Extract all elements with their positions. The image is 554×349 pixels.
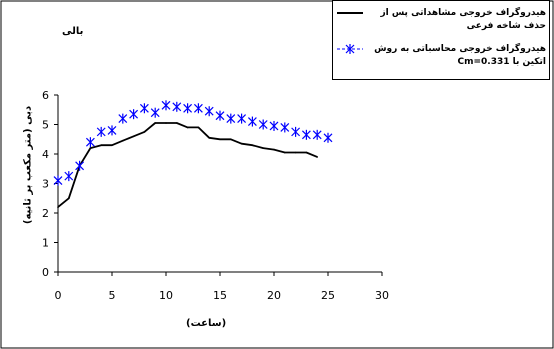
axes: 0 1 2 3 4 5 6 0 5 10 15 20 25 30 bbox=[42, 89, 389, 302]
data-point-observed bbox=[154, 122, 156, 124]
data-point-observed bbox=[316, 156, 319, 158]
data-point-calculated bbox=[237, 113, 247, 124]
series-calculated bbox=[53, 100, 333, 186]
data-point-calculated bbox=[291, 126, 301, 137]
y-tick-label: 2 bbox=[42, 207, 49, 220]
series-observed bbox=[57, 122, 319, 208]
legend: هیدروگراف خروجی مشاهداتی پس از حذف شاخه … bbox=[332, 0, 550, 80]
data-point-calculated bbox=[75, 160, 85, 171]
y-tick-label: 5 bbox=[42, 119, 49, 132]
x-tick-label: 25 bbox=[321, 289, 335, 302]
data-point-calculated bbox=[193, 103, 203, 114]
data-point-observed bbox=[284, 151, 286, 154]
x-tick-label: 0 bbox=[55, 289, 62, 302]
data-point-observed bbox=[305, 151, 308, 154]
data-point-observed bbox=[89, 147, 92, 149]
y-tick-label: 0 bbox=[42, 266, 49, 279]
data-point-observed bbox=[143, 131, 146, 133]
data-point-observed bbox=[176, 122, 178, 124]
data-point-observed bbox=[273, 148, 275, 151]
data-point-calculated bbox=[118, 113, 128, 124]
data-point-calculated bbox=[280, 122, 290, 133]
x-tick-label: 20 bbox=[267, 289, 281, 302]
data-point-observed bbox=[197, 126, 200, 129]
data-point-calculated bbox=[53, 175, 63, 186]
x-tick-label: 15 bbox=[213, 289, 227, 302]
data-point-calculated bbox=[96, 126, 106, 137]
data-point-calculated bbox=[85, 137, 95, 148]
data-point-calculated bbox=[301, 129, 311, 140]
data-point-calculated bbox=[226, 113, 236, 124]
legend-asterisk-symbol bbox=[337, 44, 363, 54]
y-tick-label: 6 bbox=[42, 89, 49, 102]
data-point-calculated bbox=[247, 116, 257, 127]
data-point-observed bbox=[68, 197, 70, 200]
y-tick-label: 4 bbox=[42, 148, 49, 161]
data-point-observed bbox=[111, 144, 113, 146]
data-point-observed bbox=[219, 138, 221, 141]
legend-line-symbol bbox=[337, 12, 363, 14]
data-point-observed bbox=[132, 135, 135, 138]
x-tick-label: 5 bbox=[109, 289, 116, 302]
data-point-calculated bbox=[183, 103, 193, 114]
chart-title: بالی bbox=[62, 26, 84, 37]
data-point-observed bbox=[294, 151, 297, 154]
data-point-observed bbox=[251, 144, 254, 146]
legend-item-calculated: هیدروگراف خروجی محاسباتی به روش اتکین با… bbox=[333, 43, 549, 69]
data-point-calculated bbox=[150, 107, 160, 118]
data-point-calculated bbox=[64, 171, 74, 182]
data-point-calculated bbox=[215, 110, 225, 121]
data-point-observed bbox=[186, 126, 189, 129]
data-point-calculated bbox=[258, 119, 268, 130]
data-point-observed bbox=[230, 138, 232, 141]
data-point-observed bbox=[240, 142, 243, 145]
data-point-observed bbox=[57, 206, 59, 208]
data-point-calculated bbox=[204, 106, 214, 117]
data-point-calculated bbox=[129, 109, 139, 120]
data-point-calculated bbox=[269, 120, 279, 131]
y-axis-label: دبی (متر مکعب بر ثانیه) bbox=[22, 105, 34, 225]
data-point-calculated bbox=[161, 100, 171, 111]
data-point-observed bbox=[262, 147, 265, 149]
data-point-calculated bbox=[107, 125, 117, 136]
x-tick-label: 10 bbox=[159, 289, 173, 302]
legend-label-calculated: هیدروگراف خروجی محاسباتی به روش اتکین با… bbox=[374, 44, 546, 67]
y-tick-label: 1 bbox=[42, 237, 49, 250]
x-axis-label: (ساعت) bbox=[186, 318, 227, 329]
x-tick-label: 30 bbox=[375, 289, 389, 302]
data-point-calculated bbox=[312, 129, 322, 140]
series-line-observed bbox=[57, 122, 318, 208]
data-point-calculated bbox=[323, 132, 333, 143]
data-point-calculated bbox=[172, 101, 182, 112]
data-point-observed bbox=[165, 122, 167, 124]
data-point-observed bbox=[122, 139, 124, 142]
data-point-observed bbox=[208, 136, 210, 139]
data-point-observed bbox=[100, 144, 102, 146]
y-tick-label: 3 bbox=[42, 178, 49, 191]
data-point-calculated bbox=[139, 103, 149, 114]
legend-item-observed: هیدروگراف خروجی مشاهداتی پس از حذف شاخه … bbox=[333, 7, 549, 33]
legend-label-observed: هیدروگراف خروجی مشاهداتی پس از حذف شاخه … bbox=[380, 8, 546, 31]
